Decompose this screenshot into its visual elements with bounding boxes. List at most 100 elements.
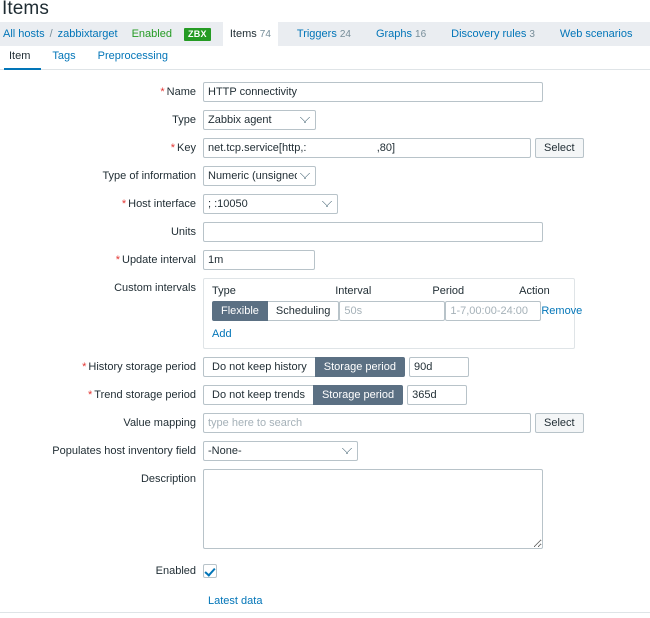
label-name: * Name xyxy=(160,86,196,98)
nav-item-triggers-count: 24 xyxy=(339,28,351,40)
field-row-name: * Name xyxy=(0,82,650,102)
custom-intervals-interval-input[interactable] xyxy=(339,301,446,321)
nav-item-discovery-rules-count: 3 xyxy=(529,28,535,40)
nav-item-items[interactable]: Items 74 xyxy=(222,21,278,47)
label-enabled: Enabled xyxy=(155,565,196,577)
required-marker: * xyxy=(115,254,120,266)
item-configuration-form: *Name Type Zabbix agent *Key Select Type… xyxy=(0,70,650,581)
custom-intervals-segmented-control: Flexible Scheduling xyxy=(212,301,340,321)
custom-intervals-option-scheduling[interactable]: Scheduling xyxy=(266,301,340,321)
breadcrumb-separator: / xyxy=(49,28,53,40)
field-row-type: Type Zabbix agent xyxy=(0,110,650,130)
required-marker: * xyxy=(88,389,93,401)
host-breadcrumb-nav: All hosts / zabbixtarget Enabled ZBX Ite… xyxy=(0,21,650,47)
label-description: Description xyxy=(140,473,196,485)
nav-item-discovery-rules[interactable]: Discovery rules 3 xyxy=(445,23,541,46)
required-marker: * xyxy=(160,86,165,98)
field-row-description: Description xyxy=(0,469,650,549)
history-segmented-control: Do not keep history Storage period xyxy=(203,357,405,377)
key-input[interactable] xyxy=(203,138,531,158)
nav-item-triggers[interactable]: Triggers 24 xyxy=(291,23,357,46)
host-interface-select[interactable]: ; :10050 xyxy=(203,194,338,214)
field-row-enabled: Enabled xyxy=(0,561,650,581)
required-marker: * xyxy=(121,198,127,210)
custom-intervals-col-type: Type xyxy=(212,285,236,297)
field-row-history-storage-period: * History storage period Do not keep hist… xyxy=(0,357,650,377)
form-footer: Latest data Update Clone Execute now Tes… xyxy=(0,595,650,618)
field-row-value-mapping: Value mapping Select xyxy=(0,413,650,433)
field-row-host-interface: * Host interface ; :10050 xyxy=(0,194,650,214)
custom-intervals-col-interval: Interval xyxy=(335,285,372,297)
trends-segmented-control: Do not keep trends Storage period xyxy=(203,385,404,405)
nav-item-web-scenarios[interactable]: Web scenarios xyxy=(554,23,639,45)
custom-intervals-type-toggle: Flexible Scheduling xyxy=(212,301,340,321)
units-input[interactable] xyxy=(203,222,543,242)
type-of-information-select[interactable]: Numeric (unsigned) xyxy=(203,166,316,186)
field-row-custom-intervals: Custom intervals Type Interval Period Ac… xyxy=(0,278,650,349)
nav-item-discovery-rules-label[interactable]: Discovery rules xyxy=(451,27,527,40)
label-type-of-information: Type of information xyxy=(102,170,196,182)
nav-item-graphs[interactable]: Graphs 16 xyxy=(370,23,432,46)
enabled-checkbox[interactable] xyxy=(203,564,217,578)
label-units: Units xyxy=(170,226,196,238)
required-marker: * xyxy=(170,142,176,154)
custom-intervals-col-action: Action xyxy=(519,285,550,297)
tab-item[interactable]: Item xyxy=(4,50,42,70)
trends-option-do-not-keep[interactable]: Do not keep trends xyxy=(203,385,314,405)
custom-intervals-col-period: Period xyxy=(432,285,465,297)
custom-intervals-option-flexible[interactable]: Flexible xyxy=(212,301,268,321)
required-marker: * xyxy=(82,361,87,373)
nav-item-web-scenarios-label[interactable]: Web scenarios xyxy=(559,28,633,40)
label-trend-storage-period: * Trend storage period xyxy=(88,389,196,401)
host-status-enabled[interactable]: Enabled xyxy=(131,28,172,40)
field-row-host-inventory-field: Populates host inventory field -None- xyxy=(0,441,650,461)
custom-intervals-header: Type Interval Period Action xyxy=(212,285,566,297)
label-history-storage-period: * History storage period xyxy=(82,361,196,373)
label-host-interface: * Host interface xyxy=(121,198,196,210)
custom-intervals-interval-cell xyxy=(339,301,446,321)
custom-intervals-period-cell xyxy=(445,301,542,321)
custom-intervals-box: Type Interval Period Action Flexible Sch… xyxy=(203,278,582,349)
field-row-type-of-information: Type of information Numeric (unsigned) xyxy=(0,166,650,186)
field-row-units: Units xyxy=(0,222,650,242)
zbx-agent-badge: ZBX xyxy=(183,27,211,41)
breadcrumb-all-hosts[interactable]: All hosts xyxy=(3,28,45,40)
nav-item-graphs-label[interactable]: Graphs xyxy=(375,27,413,40)
latest-data-link[interactable]: Latest data xyxy=(208,595,263,607)
name-input[interactable] xyxy=(203,82,543,102)
field-row-trend-storage-period: * Trend storage period Do not keep trends… xyxy=(0,385,650,405)
custom-intervals-action-cell: Remove xyxy=(541,305,582,317)
nav-item-triggers-label[interactable]: Triggers xyxy=(296,27,337,40)
field-row-key: *Key Select xyxy=(0,138,650,158)
history-option-storage-period[interactable]: Storage period xyxy=(314,357,405,377)
value-mapping-select-button[interactable]: Select xyxy=(535,413,584,433)
history-storage-period-input[interactable] xyxy=(408,357,469,377)
custom-intervals-add-link[interactable]: Add xyxy=(212,328,232,340)
description-textarea[interactable] xyxy=(203,469,543,549)
item-form-tabs: Item Tags Preprocessing xyxy=(0,46,650,70)
label-value-mapping: Value mapping xyxy=(123,417,196,429)
label-custom-intervals: Custom intervals xyxy=(114,282,196,294)
label-update-interval: * Update interval xyxy=(115,254,196,266)
tab-tags[interactable]: Tags xyxy=(52,50,76,62)
breadcrumb-host-name[interactable]: zabbixtarget xyxy=(57,28,118,40)
key-select-button[interactable]: Select xyxy=(535,138,584,158)
page-title: Items xyxy=(2,0,49,19)
value-mapping-input[interactable] xyxy=(203,413,531,433)
label-type: Type xyxy=(172,114,196,126)
history-option-do-not-keep[interactable]: Do not keep history xyxy=(203,357,316,377)
trends-option-storage-period[interactable]: Storage period xyxy=(312,385,404,405)
custom-intervals-remove-link[interactable]: Remove xyxy=(541,305,583,317)
tab-preprocessing[interactable]: Preprocessing xyxy=(97,50,168,62)
field-row-update-interval: * Update interval xyxy=(0,250,650,270)
bottom-divider xyxy=(0,612,650,613)
nav-item-graphs-count: 16 xyxy=(415,28,427,40)
custom-intervals-period-input[interactable] xyxy=(445,301,542,321)
label-host-inventory-field: Populates host inventory field xyxy=(52,445,196,457)
update-interval-input[interactable] xyxy=(203,250,315,270)
trend-storage-period-input[interactable] xyxy=(407,385,468,405)
nav-item-items-label: Items xyxy=(229,27,257,40)
type-select[interactable]: Zabbix agent xyxy=(203,110,316,130)
label-key: * Key xyxy=(170,142,196,154)
host-inventory-field-select[interactable]: -None- xyxy=(203,441,358,461)
